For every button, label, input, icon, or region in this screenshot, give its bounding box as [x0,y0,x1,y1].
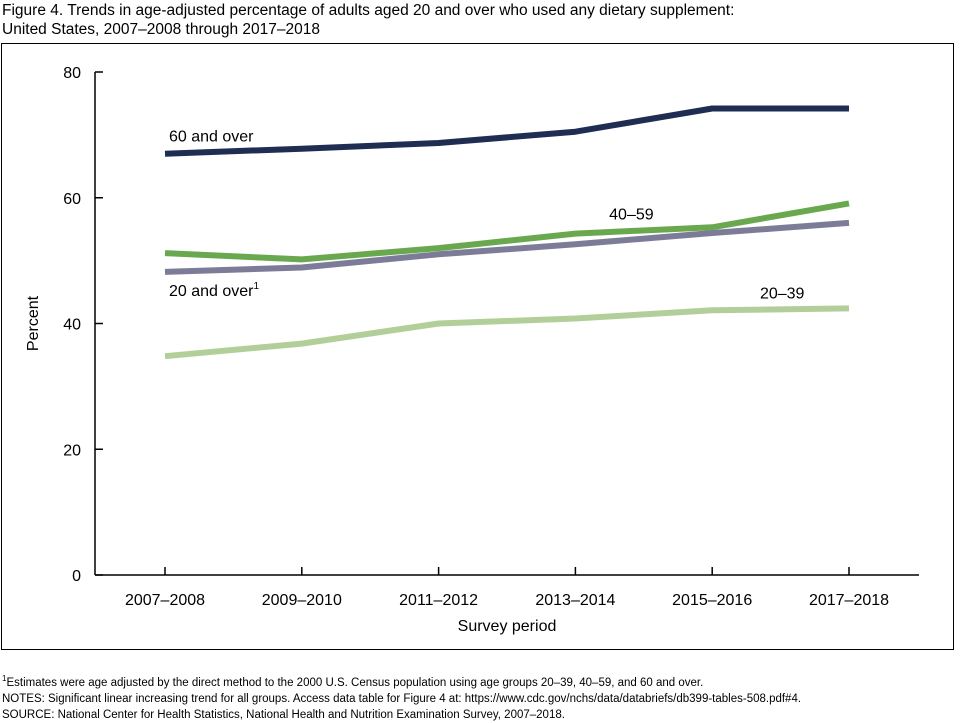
y-tick-label: 0 [72,568,81,585]
series-label: 20–39 [760,285,805,302]
figure-title: Figure 4. Trends in age-adjusted percent… [2,1,952,39]
x-tick-label: 2009–2010 [262,592,342,609]
x-tick-label: 2011–2012 [399,592,478,609]
series-label: 20 and over1 [169,281,260,300]
figure-notes: 1Estimates were age adjusted by the dire… [2,671,957,723]
axes: 0 20 40 60 80 2007–2008 2009–2010 2011–2012 2013… [25,65,919,635]
line-chart: 0 20 40 60 80 2007–2008 2009–2010 2011–2012 2013… [25,65,919,635]
series-line [164,305,850,360]
chart-frame: 0 20 40 60 80 2007–2008 2009–2010 2011–2012 2013… [1,43,954,650]
figure-title-line-1: Figure 4. Trends in age-adjusted percent… [2,2,735,19]
x-tick-label: 2015–2016 [672,592,752,609]
x-axis-title: Survey period [458,618,557,635]
y-axis-title: Percent [25,295,42,351]
notes-text: NOTES: Significant linear increasing tre… [2,692,802,705]
series-line [164,200,850,263]
series-label: 60 and over [169,129,254,146]
series-line [164,219,850,275]
x-tick-label: 2017–2018 [809,592,889,609]
series-lines [164,105,850,360]
y-tick-label: 60 [63,191,81,208]
series-label: 40–59 [609,207,654,224]
x-tick-label: 2013–2014 [535,592,615,609]
y-tick-label: 40 [63,317,81,334]
footnote-text: Estimates were age adjusted by the direc… [6,676,704,689]
series-labels: 60 and over 40–59 20 and over1 20–39 [169,129,805,303]
footnote: 1Estimates were age adjusted by the dire… [2,671,957,691]
series-line [164,105,849,157]
source-text: SOURCE: National Center for Health Stati… [2,708,565,721]
figure-title-line-2: United States, 2007–2008 through 2017–20… [2,21,321,38]
y-tick-label: 80 [63,65,81,82]
footnote-marker: 1 [2,674,7,683]
y-tick-label: 20 [63,442,81,459]
x-tick-label: 2007–2008 [125,592,205,609]
